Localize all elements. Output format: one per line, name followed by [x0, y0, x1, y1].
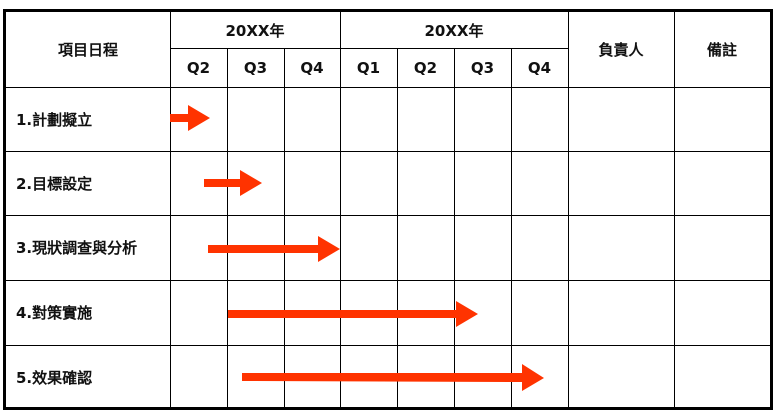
- arrow-task-4: [228, 301, 478, 327]
- header-quarter: Q4: [300, 58, 324, 77]
- row-divider: [170, 48, 568, 49]
- column-divider: [397, 48, 398, 410]
- header-quarter: Q2: [413, 58, 438, 77]
- header-schedule: 項目日程: [57, 41, 118, 59]
- task-label: 5.效果確認: [16, 369, 93, 387]
- column-divider: [568, 12, 569, 410]
- header-year-2: 20XX年: [424, 21, 484, 40]
- row-divider: [6, 87, 770, 88]
- arrow-task-1: [170, 105, 210, 131]
- header-year-1: 20XX年: [225, 21, 285, 40]
- arrow-task-3: [208, 236, 340, 262]
- task-label: 3.現狀調查與分析: [16, 239, 138, 257]
- header-quarter: Q4: [527, 58, 552, 77]
- header-quarter: Q3: [470, 58, 495, 77]
- row-divider: [6, 151, 770, 152]
- task-label: 1.計劃擬立: [16, 110, 93, 129]
- header-quarter: Q1: [356, 58, 381, 77]
- arrow-task-2: [204, 170, 262, 196]
- column-divider: [227, 48, 228, 410]
- task-label: 4.對策實施: [16, 304, 93, 322]
- task-label: 2.目標設定: [16, 174, 93, 193]
- row-divider: [6, 280, 770, 281]
- row-divider: [6, 345, 770, 346]
- column-divider: [284, 48, 285, 410]
- arrow-task-5: [242, 364, 544, 391]
- column-divider: [340, 12, 341, 410]
- schedule-table: [3, 9, 773, 410]
- column-divider: [170, 12, 171, 410]
- header-quarter: Q2: [186, 58, 211, 77]
- column-divider: [674, 12, 675, 410]
- column-divider: [454, 48, 455, 410]
- header-note: 備註: [706, 41, 737, 59]
- header-owner: 負責人: [598, 41, 644, 59]
- column-divider: [511, 48, 512, 410]
- row-divider: [6, 215, 770, 216]
- header-quarter: Q3: [243, 58, 268, 77]
